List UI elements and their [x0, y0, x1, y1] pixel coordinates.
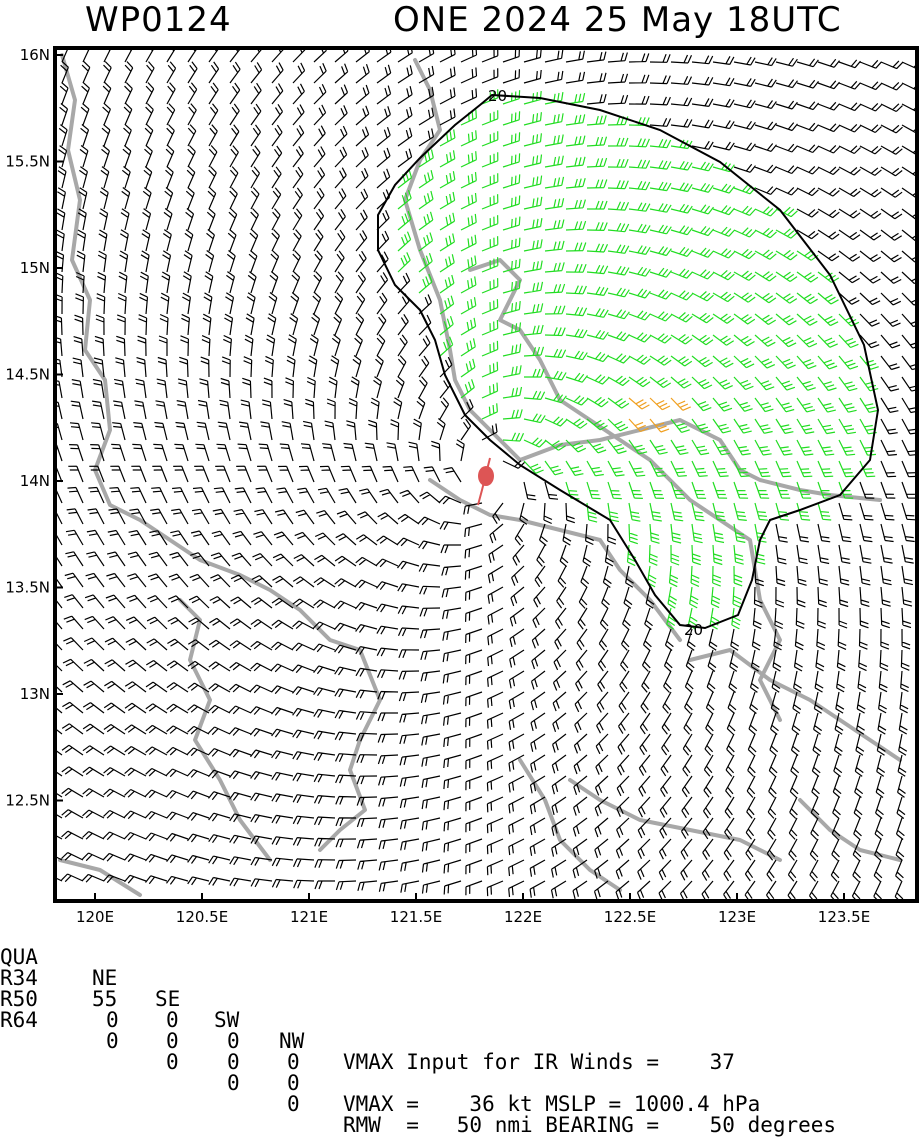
r34-nw: 0: [287, 1052, 300, 1073]
r64-label: R64: [0, 1010, 38, 1031]
r64-se: 0: [166, 1052, 179, 1073]
lat-label: 13N: [20, 685, 50, 703]
r50-ne: 0: [106, 1010, 119, 1031]
lon-label: 122E: [504, 908, 542, 926]
quad-sw-header: SW: [214, 1010, 239, 1031]
r64-ne: 0: [106, 1031, 119, 1052]
wind-barb-map: 20 20 16N 15.5N 15N 14.5N 14N 13.5N 13N 12.5N 1…: [0, 0, 919, 1014]
quad-se-header: SE: [155, 989, 180, 1010]
lat-label: 12.5N: [5, 792, 50, 810]
r34-ne: 55: [92, 989, 117, 1010]
r64-nw: 0: [287, 1094, 300, 1115]
contour-label-north: 20: [488, 87, 507, 105]
lon-label: 121E: [290, 908, 328, 926]
r50-nw: 0: [287, 1073, 300, 1094]
contour-label-south: 20: [684, 621, 703, 639]
r64-sw: 0: [227, 1073, 240, 1094]
storm-center-marker: [478, 458, 494, 505]
lon-label: 123.5E: [818, 908, 870, 926]
lat-label: 13.5N: [5, 579, 50, 597]
r64-row: R64 0 0 0 0 RMW = 50 nmi BEARING = 50 de…: [0, 989, 25, 1136]
quad-ne-header: NE: [92, 968, 117, 989]
lon-label: 122.5E: [604, 908, 656, 926]
lon-label: 123E: [718, 908, 756, 926]
r34-sw: 0: [227, 1031, 240, 1052]
lat-label: 14.5N: [5, 366, 50, 384]
lon-label: 121.5E: [390, 908, 442, 926]
vmax-mslp-text: VMAX = 36 kt MSLP = 1000.4 hPa: [343, 1094, 760, 1115]
lon-label: 120.5E: [176, 908, 228, 926]
rmw-bearing-text: RMW = 50 nmi BEARING = 50 degrees: [343, 1115, 836, 1136]
lat-label: 16N: [20, 46, 50, 64]
lat-label: 15.5N: [5, 153, 50, 171]
vmax-input-text: VMAX Input for IR Winds = 37: [343, 1052, 735, 1073]
r50-se: 0: [166, 1031, 179, 1052]
quad-nw-header: NW: [279, 1031, 304, 1052]
lat-label: 15N: [20, 259, 50, 277]
lat-label: 14N: [20, 472, 50, 490]
lon-label: 120E: [76, 908, 114, 926]
r50-sw: 0: [227, 1052, 240, 1073]
r34-se: 0: [166, 1010, 179, 1031]
